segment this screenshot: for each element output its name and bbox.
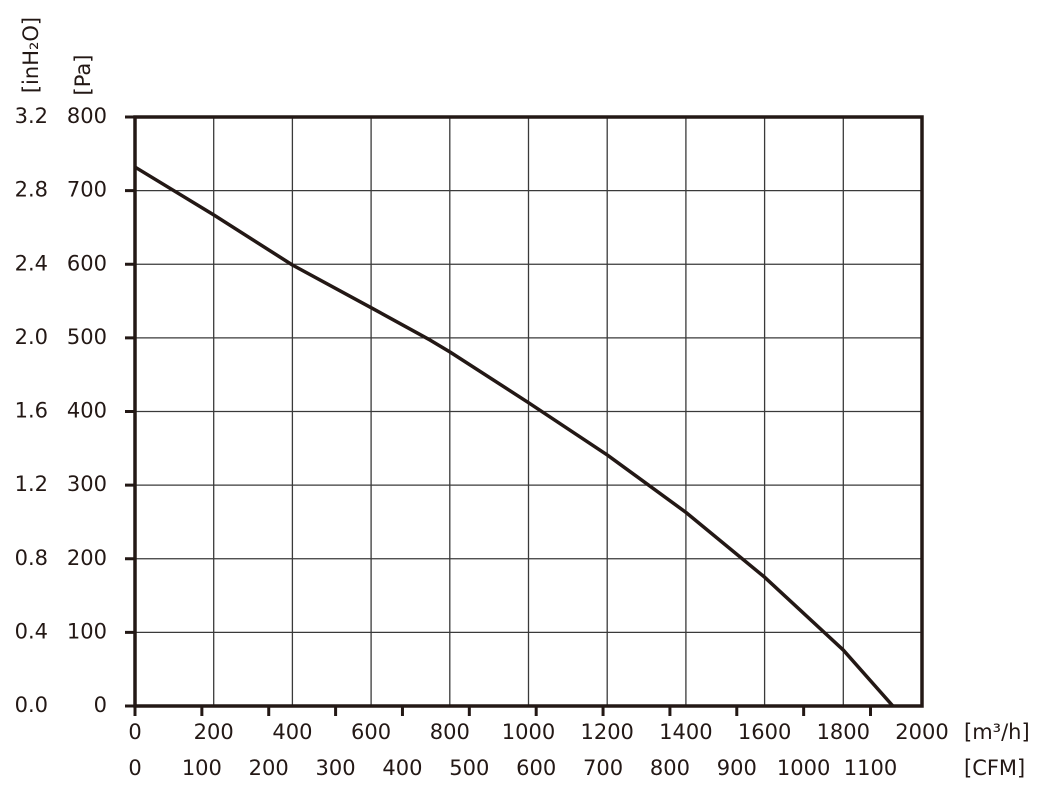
y2-tick-label: 2.8 (15, 178, 48, 202)
x2-tick-label: 800 (650, 756, 690, 780)
x2-tick-label: 100 (182, 756, 222, 780)
curve (134, 165, 895, 708)
y2-tick-label: 1.2 (15, 472, 48, 496)
x2-tick-label: 500 (449, 756, 489, 780)
x-axis-title: [m³/h] (964, 720, 1030, 744)
y2-tick-label: 2.0 (15, 325, 48, 349)
x-tick-label: 1200 (580, 720, 633, 744)
x2-tick-label: 0 (128, 756, 141, 780)
y-tick-label: 800 (67, 104, 107, 128)
y-tick-label: 100 (67, 619, 107, 643)
y2-tick-label: 0.0 (15, 693, 48, 717)
plot-frame (133, 115, 924, 708)
x2-tick-label: 300 (316, 756, 356, 780)
y-tick-label: 200 (67, 546, 107, 570)
y-tick-label: 300 (67, 472, 107, 496)
y-tick-label: 700 (67, 178, 107, 202)
x-tick-label: 1400 (659, 720, 712, 744)
y-tick-label: 0 (94, 693, 107, 717)
x-tick-label: 2000 (895, 720, 948, 744)
y2-tick-label: 3.2 (15, 104, 48, 128)
x-tick-label: 600 (351, 720, 391, 744)
y-tick-label: 600 (67, 251, 107, 275)
y2-tick-label: 1.6 (15, 399, 48, 423)
x2-tick-label: 200 (249, 756, 289, 780)
x2-tick-label: 400 (382, 756, 422, 780)
x-tick-label: 200 (194, 720, 234, 744)
x-tick-label: 400 (272, 720, 312, 744)
x-tick-label: 800 (430, 720, 470, 744)
x-tick-label: 1600 (738, 720, 791, 744)
y-axis-title: [Pa] (71, 55, 95, 96)
y2-tick-label: 0.8 (15, 546, 48, 570)
x2-tick-label: 600 (516, 756, 556, 780)
x2-tick-label: 700 (583, 756, 623, 780)
y2-axis-title: [inH₂O] (19, 17, 43, 93)
y2-tick-label: 2.4 (15, 251, 48, 275)
x-tick-label: 1800 (817, 720, 870, 744)
x-tick-label: 1000 (502, 720, 555, 744)
x2-tick-label: 1000 (777, 756, 830, 780)
y2-tick-label: 0.4 (15, 619, 48, 643)
y-tick-label: 500 (67, 325, 107, 349)
x2-tick-label: 1100 (844, 756, 897, 780)
y-tick-label: 400 (67, 399, 107, 423)
x2-tick-label: 900 (717, 756, 757, 780)
x2-axis-title: [CFM] (964, 756, 1025, 780)
x-tick-label: 0 (128, 720, 141, 744)
